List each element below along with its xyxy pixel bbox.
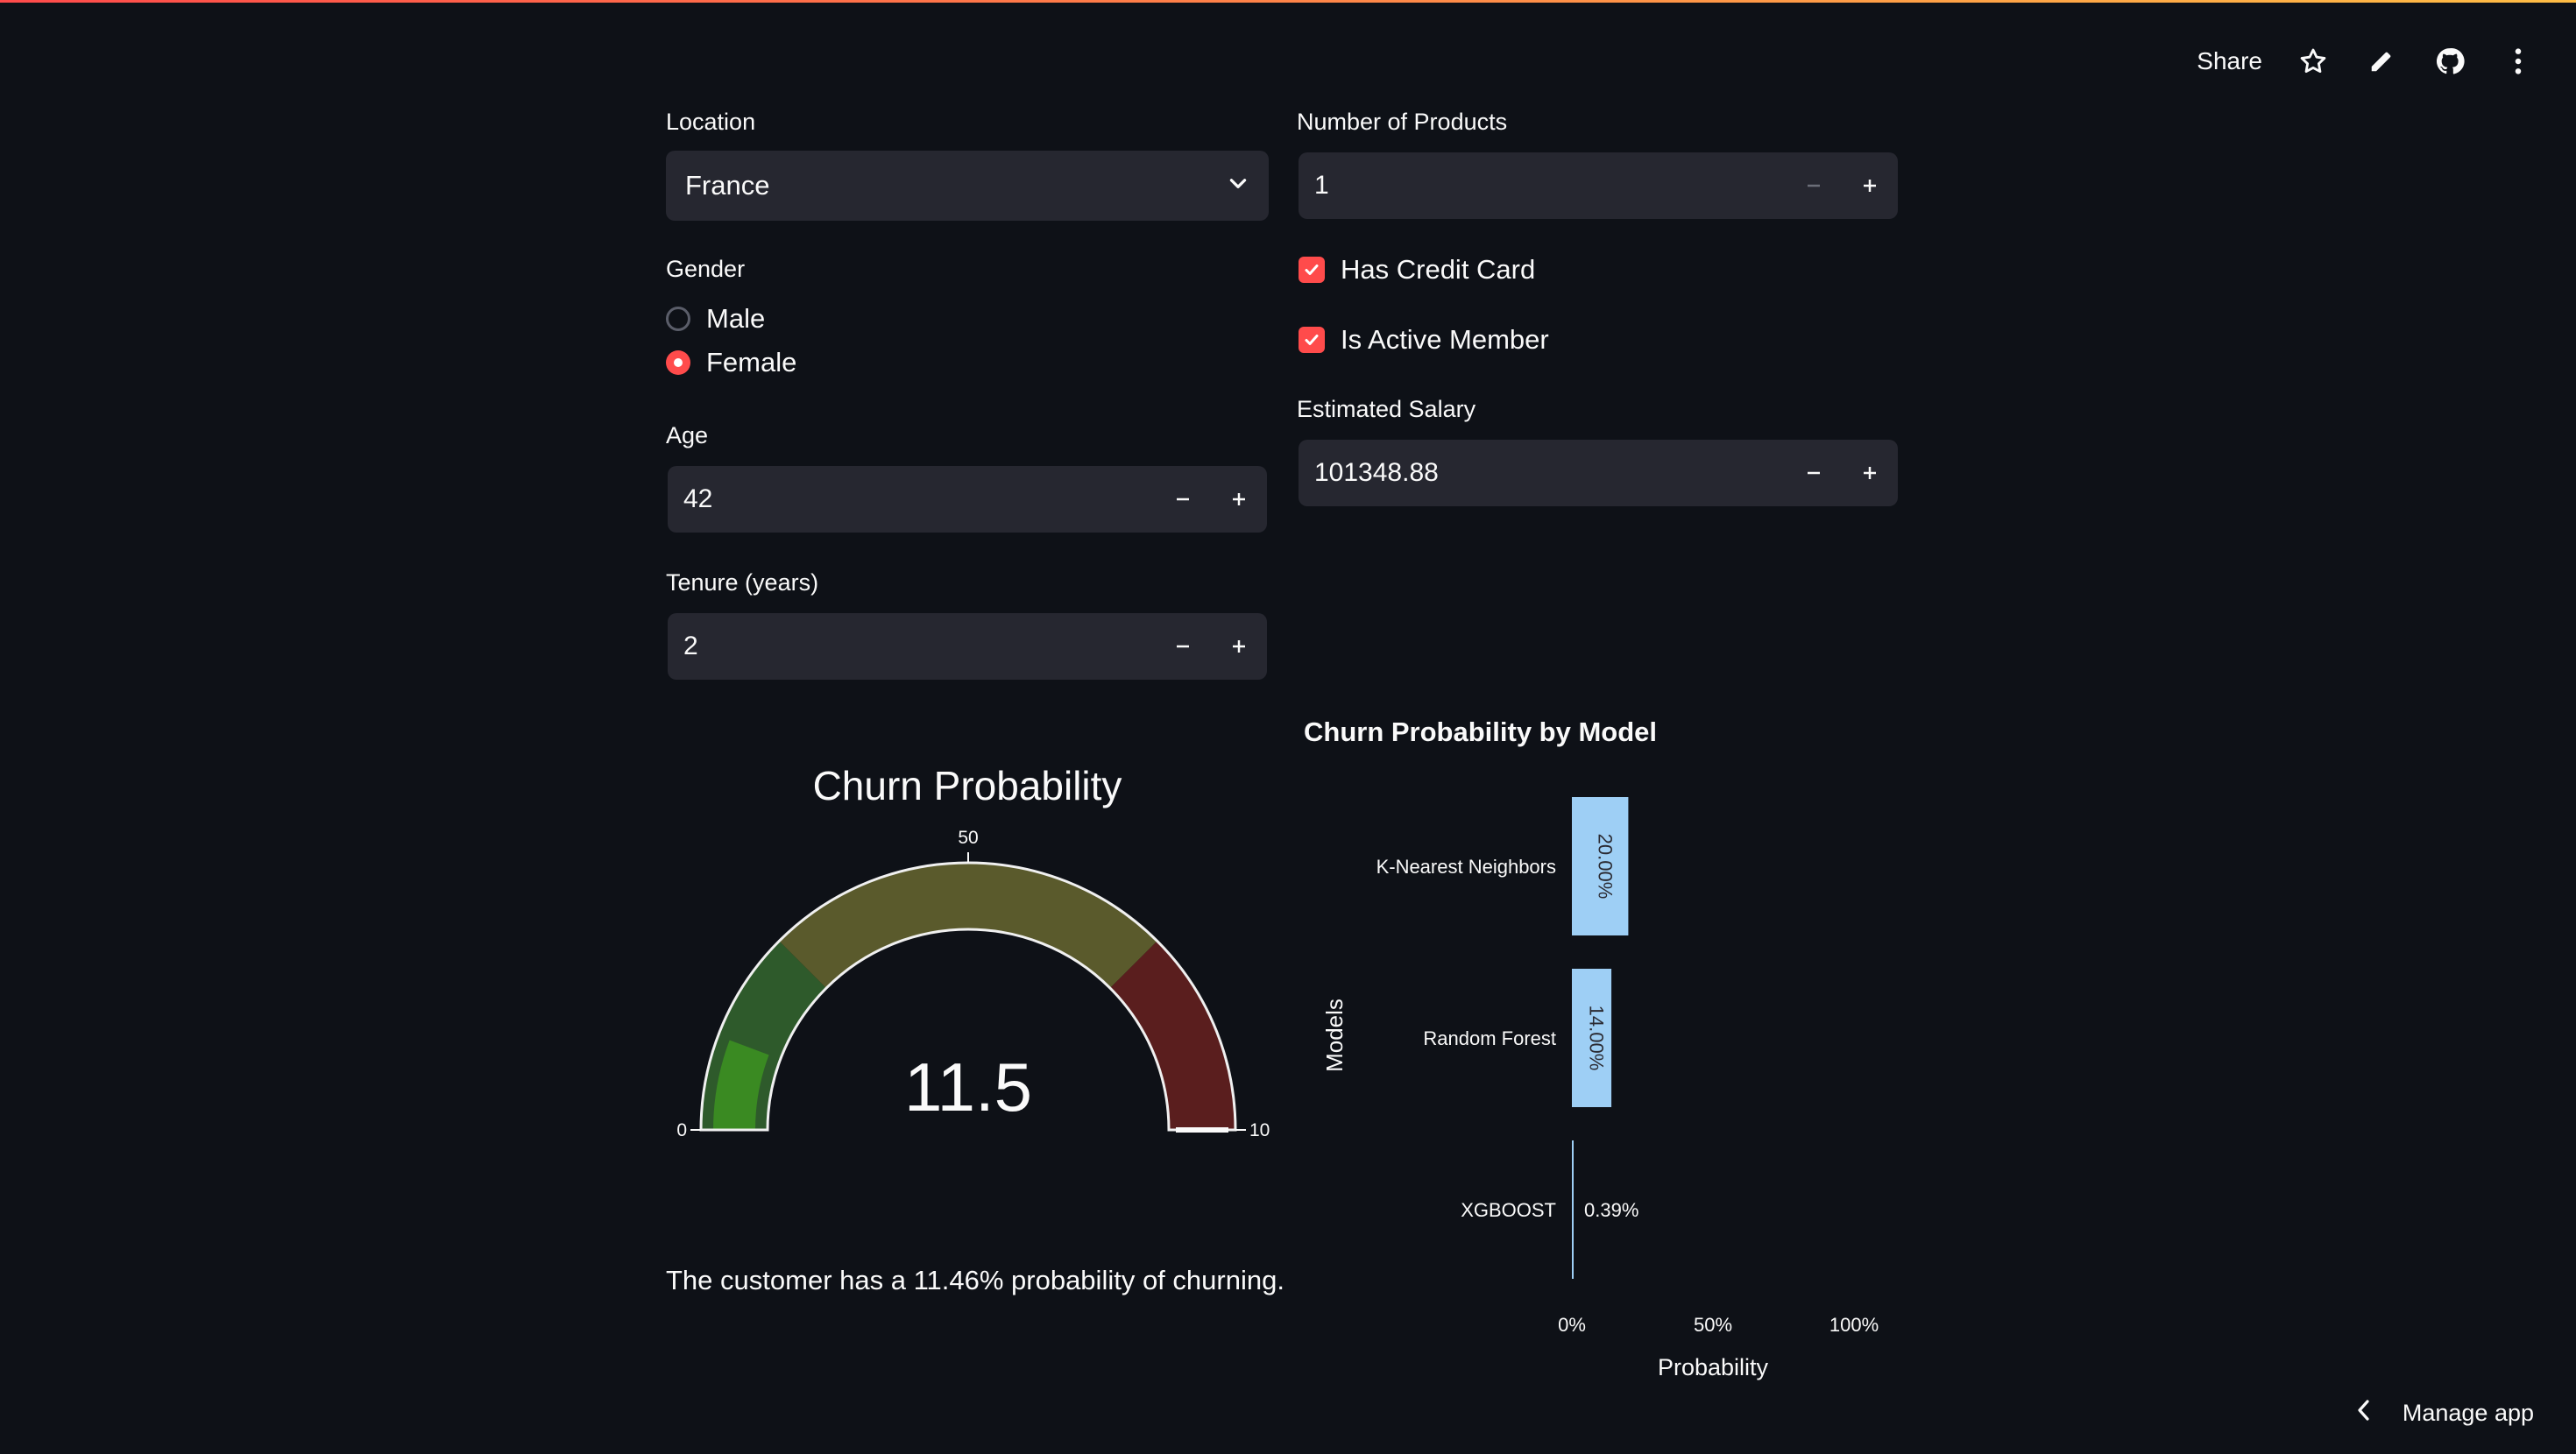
y-tick-label: XGBOOST [1461, 1199, 1556, 1221]
y-axis-label: Models [1321, 999, 1348, 1072]
radio-unselected-icon [666, 307, 690, 331]
is-active-member-checkbox[interactable]: Is Active Member [1299, 324, 1549, 356]
manage-app-button[interactable]: Manage app [2355, 1399, 2534, 1428]
churn-result-text: The customer has a 11.46% probability of… [666, 1265, 1284, 1295]
decrement-button[interactable] [1786, 152, 1842, 219]
decrement-button[interactable] [1155, 613, 1211, 680]
gauge-band-high [1109, 941, 1235, 1130]
decrement-button[interactable] [1155, 466, 1211, 533]
more-icon[interactable] [2501, 44, 2536, 79]
increment-button[interactable] [1842, 152, 1898, 219]
x-tick-label: 0% [1558, 1314, 1586, 1336]
location-label: Location [666, 109, 756, 135]
x-axis-label: Probability [1658, 1354, 1769, 1380]
location-select[interactable]: France [666, 151, 1269, 221]
manage-app-label: Manage app [2402, 1400, 2534, 1426]
gender-option-label: Female [706, 347, 797, 378]
y-tick-label: Random Forest [1423, 1027, 1556, 1049]
radio-selected-icon [666, 350, 690, 375]
gauge-label-min: 0 [676, 1120, 687, 1140]
y-tick-label: K-Nearest Neighbors [1376, 856, 1556, 878]
increment-button[interactable] [1211, 466, 1267, 533]
is-active-member-label: Is Active Member [1341, 324, 1549, 355]
gender-option-female[interactable]: Female [666, 347, 796, 378]
x-tick-label: 100% [1829, 1314, 1879, 1336]
data-label: 14.00% [1586, 1006, 1608, 1071]
star-icon[interactable] [2296, 44, 2331, 79]
top-accent-line [0, 0, 2576, 3]
gauge-band-mid [779, 863, 1157, 989]
gauge-value: 11.5 [904, 1048, 1032, 1126]
x-tick-label: 50% [1694, 1314, 1732, 1336]
increment-button[interactable] [1842, 440, 1898, 506]
chevron-left-icon [2355, 1399, 2373, 1428]
chevron-down-icon [1227, 170, 1249, 201]
chart-title: Churn Probability by Model [1304, 716, 1658, 747]
age-input[interactable]: 42 [668, 466, 1267, 533]
checkmark-icon [1299, 327, 1325, 353]
num-products-value[interactable]: 1 [1314, 171, 1329, 200]
tenure-input[interactable]: 2 [668, 613, 1267, 680]
estimated-salary-value[interactable]: 101348.88 [1314, 458, 1439, 487]
estimated-salary-label: Estimated Salary [1297, 396, 1476, 422]
estimated-salary-input[interactable]: 101348.88 [1299, 440, 1898, 506]
github-icon[interactable] [2432, 44, 2467, 79]
location-value: France [685, 170, 770, 201]
gauge-label-max: 10 [1249, 1120, 1270, 1140]
increment-button[interactable] [1211, 613, 1267, 680]
num-products-label: Number of Products [1297, 109, 1508, 135]
churn-gauge: 50 0 10 11.5 [676, 828, 1270, 1140]
bar [1572, 969, 1612, 1107]
gender-option-male[interactable]: Male [666, 303, 765, 335]
checkmark-icon [1299, 257, 1325, 283]
gauge-title: Churn Probability [812, 763, 1122, 808]
bar [1572, 797, 1629, 935]
has-credit-card-checkbox[interactable]: Has Credit Card [1299, 254, 1535, 286]
has-credit-card-label: Has Credit Card [1341, 254, 1536, 285]
gauge-value-bar [713, 1040, 769, 1130]
edit-icon[interactable] [2364, 44, 2399, 79]
decrement-button[interactable] [1786, 440, 1842, 506]
share-button[interactable]: Share [2197, 47, 2262, 74]
app-toolbar: Share [2197, 35, 2536, 88]
gauge-label-mid: 50 [958, 828, 978, 848]
num-products-input[interactable]: 1 [1299, 152, 1898, 219]
age-value[interactable]: 42 [683, 484, 713, 513]
gender-label: Gender [666, 256, 746, 282]
age-label: Age [666, 422, 709, 448]
gauge-outline [699, 861, 1237, 1132]
tenure-label: Tenure (years) [666, 569, 819, 596]
data-label: 20.00% [1594, 834, 1616, 900]
model-bar-chart: K-Nearest Neighbors 20.00% Random Forest 14… [1321, 797, 1879, 1380]
data-label: 0.39% [1584, 1199, 1638, 1221]
bar [1572, 1140, 1574, 1279]
gender-option-label: Male [706, 303, 766, 334]
tenure-value[interactable]: 2 [683, 632, 698, 660]
